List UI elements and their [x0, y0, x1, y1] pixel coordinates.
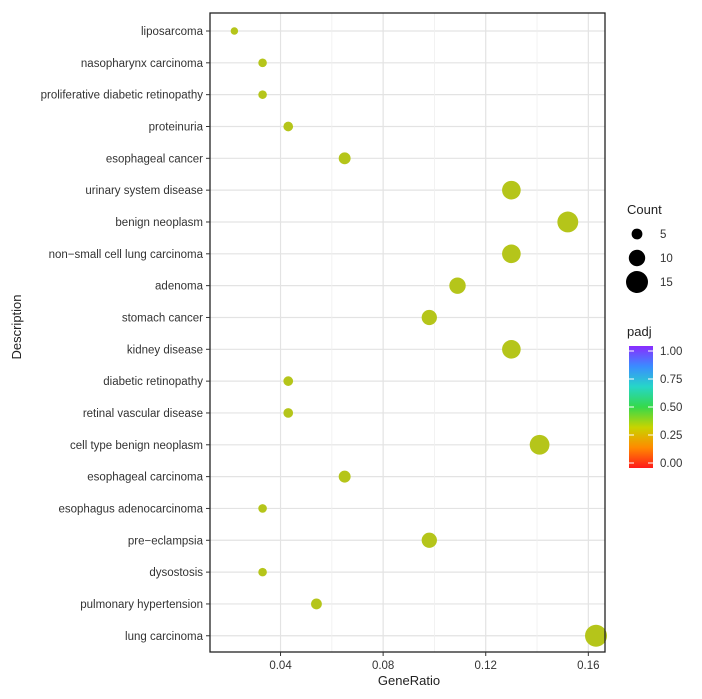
- y-tick-label: stomach cancer: [122, 312, 203, 324]
- data-point: [421, 309, 437, 326]
- y-tick-label: proteinuria: [149, 121, 204, 133]
- count-legend-key: [628, 249, 646, 267]
- y-tick-label: dysostosis: [149, 567, 203, 579]
- x-tick-label: 0.04: [269, 660, 292, 672]
- gridlines: [210, 13, 605, 652]
- y-tick-label: pre−eclampsia: [128, 535, 204, 547]
- data-point: [230, 27, 239, 35]
- y-tick-label: kidney disease: [127, 344, 203, 356]
- plot-frame: [209, 12, 606, 653]
- y-tick-label: non−small cell lung carcinoma: [49, 249, 204, 261]
- y-tick-label: adenoma: [155, 281, 204, 293]
- x-tick-label: 0.16: [577, 660, 599, 672]
- data-point: [421, 532, 437, 548]
- x-axis-ticks: 0.04 0.08 0.12 0.16: [269, 652, 600, 672]
- count-legend-label: 5: [660, 229, 666, 241]
- padj-legend-title: padj: [627, 324, 652, 339]
- y-tick-label: cell type benign neoplasm: [70, 440, 203, 452]
- data-point: [311, 598, 322, 610]
- count-legend-key: [626, 271, 648, 293]
- count-legend-key: [631, 228, 643, 240]
- y-tick-label: esophagus adenocarcinoma: [59, 503, 204, 515]
- data-point: [283, 121, 294, 132]
- y-tick-label: diabetic retinopathy: [103, 376, 203, 388]
- data-point: [529, 434, 550, 455]
- y-tick-label: proliferative diabetic retinopathy: [41, 90, 204, 102]
- data-point: [283, 376, 294, 386]
- y-tick-label: urinary system disease: [85, 185, 203, 197]
- colorbar-tick-label: 0.00: [660, 458, 682, 470]
- data-point: [258, 504, 267, 513]
- data-point: [585, 624, 608, 647]
- data-point: [502, 244, 521, 264]
- data-point: [338, 470, 351, 483]
- data-point: [258, 58, 267, 68]
- data-point: [557, 211, 579, 233]
- y-tick-label: lung carcinoma: [125, 631, 204, 643]
- data-point: [338, 152, 351, 165]
- x-tick-label: 0.08: [372, 660, 394, 672]
- data-point: [258, 567, 267, 577]
- y-axis-ticks: liposarcoma nasopharynx carcinoma prolifer…: [41, 26, 210, 643]
- y-tick-label: benign neoplasm: [115, 217, 203, 229]
- y-tick-label: liposarcoma: [141, 26, 204, 38]
- data-point: [449, 277, 466, 294]
- data-point: [258, 90, 267, 99]
- count-legend-title: Count: [627, 202, 662, 217]
- x-tick-label: 0.12: [475, 660, 497, 672]
- data-point: [502, 180, 521, 200]
- count-legend-label: 10: [660, 253, 673, 265]
- y-tick-label: retinal vascular disease: [83, 408, 203, 420]
- y-tick-label: esophageal cancer: [106, 153, 203, 165]
- data-points: [230, 27, 608, 647]
- count-legend: Count 5 10 15: [626, 202, 673, 293]
- data-point: [283, 408, 294, 418]
- x-axis-title: GeneRatio: [378, 673, 440, 688]
- colorbar-tick-label: 1.00: [660, 346, 682, 358]
- padj-legend: padj 0.00 0.25 0.50 0.75 1.00: [627, 324, 682, 470]
- y-tick-label: nasopharynx carcinoma: [81, 58, 204, 70]
- colorbar-tick-label: 0.75: [660, 374, 682, 386]
- y-tick-label: esophageal carcinoma: [87, 472, 203, 484]
- y-tick-label: pulmonary hypertension: [80, 599, 203, 611]
- colorbar-tick-label: 0.50: [660, 402, 682, 414]
- data-point: [502, 339, 521, 359]
- y-axis-title: Description: [9, 294, 24, 359]
- count-legend-label: 15: [660, 277, 673, 289]
- colorbar-tick-label: 0.25: [660, 430, 682, 442]
